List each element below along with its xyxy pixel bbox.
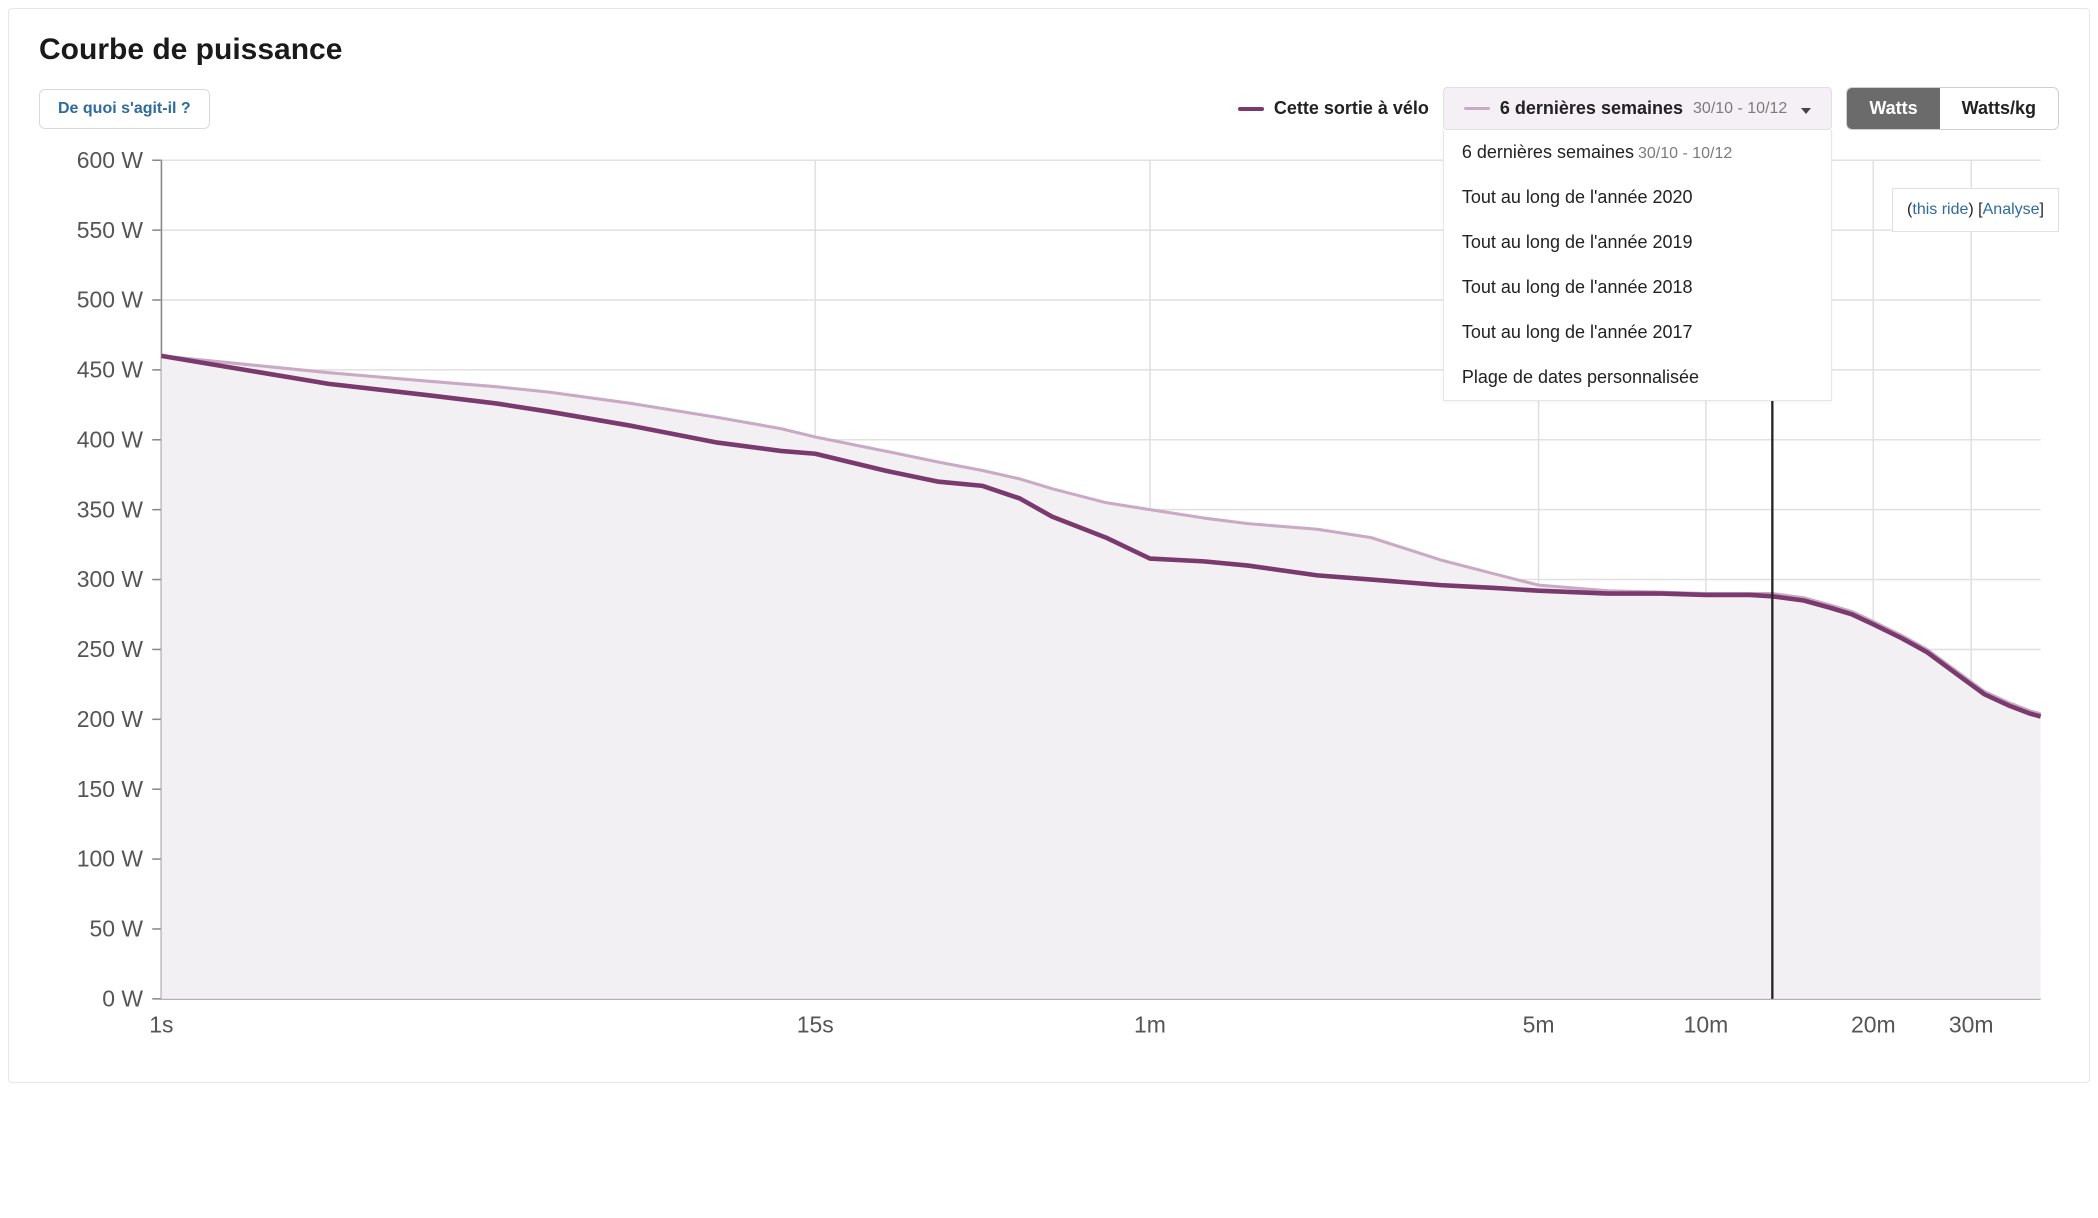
svg-text:250 W: 250 W xyxy=(77,636,144,662)
dropdown-item[interactable]: Plage de dates personnalisée xyxy=(1444,355,1831,400)
dropdown-item[interactable]: 6 dernières semaines30/10 - 10/12 xyxy=(1444,130,1831,175)
dropdown-selected-sublabel: 30/10 - 10/12 xyxy=(1693,100,1787,118)
svg-text:100 W: 100 W xyxy=(77,846,144,872)
tooltip-text: ] xyxy=(2040,201,2044,218)
svg-text:50 W: 50 W xyxy=(90,916,144,942)
watts-per-kg-button[interactable]: Watts/kg xyxy=(1940,88,2058,129)
svg-text:400 W: 400 W xyxy=(77,426,144,452)
analyse-link[interactable]: Analyse xyxy=(1983,201,2040,218)
info-button[interactable]: De quoi s'agit-il ? xyxy=(39,89,210,129)
svg-text:150 W: 150 W xyxy=(77,776,144,802)
page-title: Courbe de puissance xyxy=(39,33,2059,67)
dropdown-selected-label: 6 dernières semaines xyxy=(1500,98,1683,119)
svg-text:200 W: 200 W xyxy=(77,706,144,732)
svg-text:5m: 5m xyxy=(1523,1012,1555,1038)
controls-row: De quoi s'agit-il ? Cette sortie à vélo … xyxy=(39,87,2059,130)
legend-this-ride: Cette sortie à vélo xyxy=(1238,98,1429,119)
dropdown-item[interactable]: Tout au long de l'année 2018 xyxy=(1444,265,1831,310)
comparison-dropdown-menu: 6 dernières semaines30/10 - 10/12Tout au… xyxy=(1443,130,1832,401)
comparison-dropdown-button[interactable]: 6 dernières semaines 30/10 - 10/12 xyxy=(1443,87,1832,130)
svg-text:10m: 10m xyxy=(1684,1012,1729,1038)
svg-text:550 W: 550 W xyxy=(77,217,144,243)
caret-down-icon xyxy=(1801,98,1811,119)
dropdown-item[interactable]: Tout au long de l'année 2020 xyxy=(1444,175,1831,220)
tooltip-text: [ xyxy=(1974,201,1983,218)
svg-text:500 W: 500 W xyxy=(77,287,144,313)
svg-text:350 W: 350 W xyxy=(77,496,144,522)
svg-text:0 W: 0 W xyxy=(102,985,143,1011)
legend-label-this-ride: Cette sortie à vélo xyxy=(1274,98,1429,119)
svg-text:30m: 30m xyxy=(1949,1012,1994,1038)
dropdown-item[interactable]: Tout au long de l'année 2017 xyxy=(1444,310,1831,355)
legend-swatch-icon xyxy=(1464,107,1490,110)
svg-text:600 W: 600 W xyxy=(77,148,144,173)
power-curve-panel: Courbe de puissance De quoi s'agit-il ? … xyxy=(8,8,2090,1083)
svg-text:300 W: 300 W xyxy=(77,566,144,592)
chart-tooltip: (this ride) [Analyse] xyxy=(1892,188,2059,232)
svg-text:1s: 1s xyxy=(149,1012,173,1038)
unit-toggle: Watts Watts/kg xyxy=(1846,87,2059,130)
comparison-dropdown: 6 dernières semaines 30/10 - 10/12 6 der… xyxy=(1443,87,1832,130)
legend-swatch-icon xyxy=(1238,107,1264,111)
svg-text:1m: 1m xyxy=(1134,1012,1166,1038)
svg-text:450 W: 450 W xyxy=(77,357,144,383)
watts-button[interactable]: Watts xyxy=(1847,88,1939,129)
svg-text:20m: 20m xyxy=(1851,1012,1896,1038)
this-ride-link[interactable]: this ride xyxy=(1912,201,1968,218)
svg-text:15s: 15s xyxy=(797,1012,834,1038)
dropdown-item[interactable]: Tout au long de l'année 2019 xyxy=(1444,220,1831,265)
